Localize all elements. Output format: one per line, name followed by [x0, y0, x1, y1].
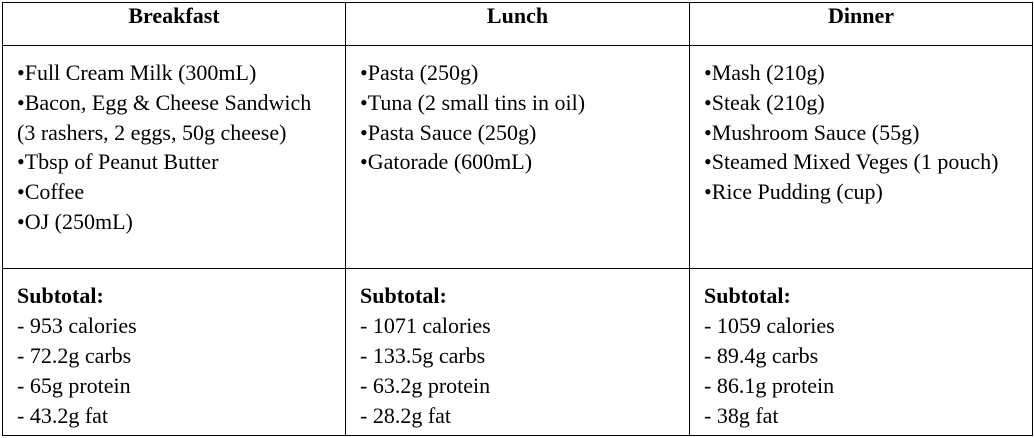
subtotal-label: Subtotal:	[704, 283, 791, 308]
list-item: •Steak (210g)	[704, 88, 1020, 118]
carbs-value: - 133.5g carbs	[360, 343, 486, 368]
list-item: •Steamed Mixed Veges (1 pouch)	[704, 147, 1020, 177]
column-header-dinner: Dinner	[689, 2, 1033, 46]
fat-value: - 38g fat	[704, 403, 779, 428]
protein-value: - 63.2g protein	[360, 373, 491, 398]
dinner-items-cell: •Mash (210g) •Steak (210g) •Mushroom Sau…	[689, 45, 1033, 269]
list-item: •Mushroom Sauce (55g)	[704, 118, 1020, 148]
bullet-icon: •	[17, 89, 25, 115]
bullet-icon: •	[17, 179, 25, 205]
item-text: Mash (210g)	[711, 60, 825, 85]
bullet-icon: •	[704, 60, 712, 85]
list-item: •Mash (210g)	[704, 58, 1020, 88]
calories-value: - 953 calories	[17, 313, 137, 338]
item-text: Coffee	[24, 179, 85, 205]
item-text: Tuna (2 small tins in oil)	[367, 89, 586, 115]
item-text: Rice Pudding (cup)	[711, 179, 883, 205]
list-item: •Gatorade (600mL)	[360, 147, 677, 177]
calories-value: - 1059 calories	[704, 313, 835, 338]
column-header-breakfast: Breakfast	[2, 2, 346, 46]
item-text: Mushroom Sauce (55g)	[711, 119, 920, 145]
column-header-lunch: Lunch	[345, 2, 690, 46]
bullet-icon: •	[360, 60, 368, 85]
bullet-icon: •	[17, 60, 25, 85]
bullet-icon: •	[704, 179, 712, 205]
carbs-value: - 89.4g carbs	[704, 343, 819, 368]
bullet-icon: •	[360, 89, 368, 115]
calories-value: - 1071 calories	[360, 313, 491, 338]
fat-value: - 43.2g fat	[17, 403, 109, 428]
lunch-items-list: •Pasta (250g) •Tuna (2 small tins in oil…	[346, 46, 689, 177]
bullet-icon: •	[360, 119, 368, 145]
item-text: Pasta Sauce (250g)	[367, 119, 537, 145]
list-item: •Rice Pudding (cup)	[704, 177, 1020, 207]
item-text: Full Cream Milk (300mL)	[24, 60, 257, 85]
bullet-icon: •	[704, 119, 712, 145]
item-text: Gatorade (600mL)	[367, 149, 533, 175]
list-item: •Tbsp of Peanut Butter	[17, 147, 333, 177]
item-text: Tbsp of Peanut Butter	[24, 149, 219, 175]
item-text: Bacon, Egg & Cheese Sandwich (3 rashers,…	[17, 89, 312, 145]
protein-value: - 65g protein	[17, 373, 131, 398]
lunch-subtotal: Subtotal: - 1071 calories - 133.5g carbs…	[346, 269, 689, 431]
dinner-subtotal: Subtotal: - 1059 calories - 89.4g carbs …	[690, 269, 1032, 431]
subtotal-label: Subtotal:	[17, 283, 104, 308]
lunch-subtotal-cell: Subtotal: - 1071 calories - 133.5g carbs…	[345, 268, 690, 436]
breakfast-subtotal-cell: Subtotal: - 953 calories - 72.2g carbs -…	[2, 268, 346, 436]
protein-value: - 86.1g protein	[704, 373, 835, 398]
list-item: •Pasta (250g)	[360, 58, 677, 88]
dinner-items-list: •Mash (210g) •Steak (210g) •Mushroom Sau…	[690, 46, 1032, 207]
breakfast-items-list: •Full Cream Milk (300mL) •Bacon, Egg & C…	[3, 46, 345, 237]
bullet-icon: •	[17, 208, 25, 234]
items-row: •Full Cream Milk (300mL) •Bacon, Egg & C…	[2, 45, 1033, 269]
list-item: •Full Cream Milk (300mL)	[17, 58, 333, 88]
bullet-icon: •	[704, 149, 712, 175]
item-text: Steamed Mixed Veges (1 pouch)	[711, 149, 999, 175]
fat-value: - 28.2g fat	[360, 403, 452, 428]
item-text: OJ (250mL)	[24, 208, 133, 234]
subtotal-row: Subtotal: - 953 calories - 72.2g carbs -…	[2, 268, 1033, 436]
list-item: •OJ (250mL)	[17, 207, 333, 237]
list-item: •Bacon, Egg & Cheese Sandwich (3 rashers…	[17, 88, 333, 148]
breakfast-items-cell: •Full Cream Milk (300mL) •Bacon, Egg & C…	[2, 45, 346, 269]
bullet-icon: •	[704, 89, 712, 115]
list-item: •Tuna (2 small tins in oil)	[360, 88, 677, 118]
carbs-value: - 72.2g carbs	[17, 343, 132, 368]
dinner-subtotal-cell: Subtotal: - 1059 calories - 89.4g carbs …	[689, 268, 1033, 436]
bullet-icon: •	[17, 149, 25, 175]
bullet-icon: •	[360, 149, 368, 175]
lunch-items-cell: •Pasta (250g) •Tuna (2 small tins in oil…	[345, 45, 690, 269]
item-text: Pasta (250g)	[367, 60, 479, 85]
breakfast-subtotal: Subtotal: - 953 calories - 72.2g carbs -…	[3, 269, 345, 431]
list-item: •Coffee	[17, 177, 333, 207]
subtotal-label: Subtotal:	[360, 283, 447, 308]
list-item: •Pasta Sauce (250g)	[360, 118, 677, 148]
header-row: Breakfast Lunch Dinner	[2, 2, 1033, 46]
item-text: Steak (210g)	[711, 89, 825, 115]
